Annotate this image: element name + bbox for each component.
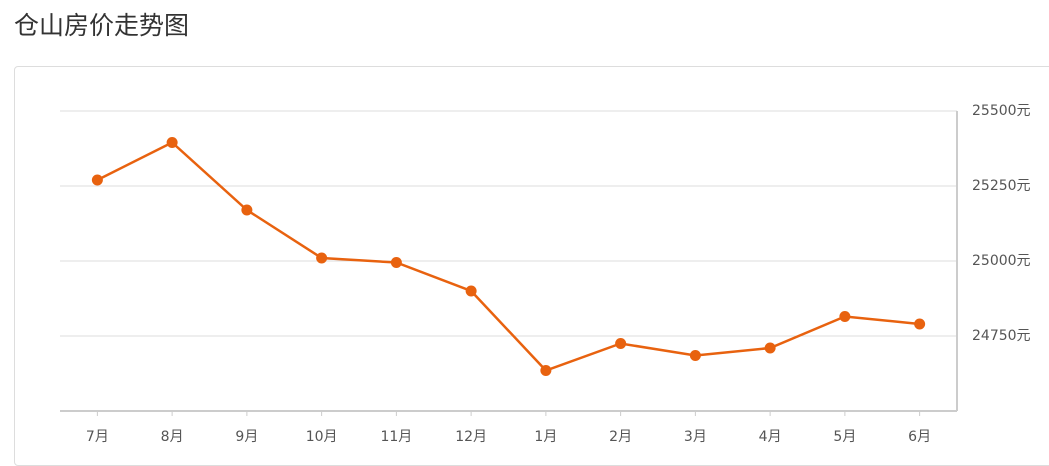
point: [764, 342, 776, 354]
x-tick-label: 11月: [380, 429, 412, 445]
chart-title: 仓山房价走势图: [14, 11, 190, 40]
point: [316, 252, 328, 264]
point: [390, 257, 402, 268]
point: [166, 137, 178, 148]
x-tick-label: 9月: [235, 429, 258, 445]
point: [540, 365, 552, 376]
point: [689, 350, 701, 361]
line: [96, 140, 920, 372]
point: [465, 285, 477, 297]
x-tick-label: 6月: [908, 429, 931, 445]
page: {"chart_data": {"type": "line", "title":…: [14, 11, 1049, 466]
x-tick-label: 7月: [86, 429, 109, 445]
point: [91, 174, 103, 186]
x-tick-label: 10月: [306, 429, 338, 445]
point: [615, 338, 627, 349]
chart: 24750元 25000元 25250元 25500元 7月 8月 9月 10月 11月 12月 1…: [60, 103, 1031, 445]
point: [839, 311, 851, 322]
point: [914, 318, 926, 330]
x-tick-label: 1月: [534, 429, 557, 445]
x-tick-label: 12月: [455, 429, 487, 445]
point: [241, 204, 253, 216]
y-tick-label: 24750元: [972, 328, 1031, 344]
x-tick-label: 5月: [833, 429, 856, 445]
x-tick-label: 4月: [759, 429, 782, 445]
y-tick-label: 25000元: [972, 253, 1031, 269]
y-tick-label: 25250元: [972, 178, 1031, 194]
x-tick-label: 8月: [161, 429, 184, 445]
x-tick-label: 2月: [609, 429, 632, 445]
x-tick-label: 3月: [684, 429, 707, 445]
y-tick-label: 25500元: [972, 103, 1031, 119]
